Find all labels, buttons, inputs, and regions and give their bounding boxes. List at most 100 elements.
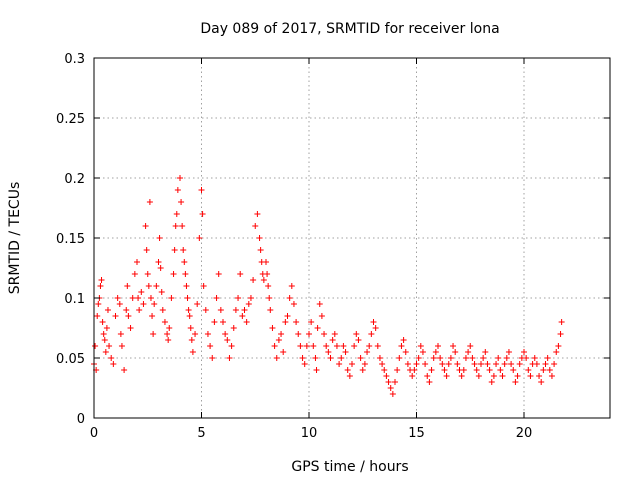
x-axis-label: GPS time / hours: [291, 459, 408, 475]
data-point: [189, 349, 196, 355]
data-point: [220, 319, 226, 325]
data-point: [245, 301, 252, 307]
data-point: [368, 331, 375, 337]
data-point: [497, 367, 504, 373]
data-point: [257, 247, 264, 253]
data-point: [186, 313, 193, 319]
data-point: [237, 271, 244, 277]
data-point: [465, 349, 472, 355]
data-point: [140, 301, 147, 307]
data-point: [387, 385, 394, 391]
data-point: [117, 331, 124, 337]
data-point: [333, 343, 340, 349]
data-point: [202, 307, 209, 313]
data-point: [158, 289, 165, 295]
data-point: [521, 349, 527, 355]
data-point: [265, 283, 272, 289]
data-point: [92, 343, 99, 349]
data-point: [110, 361, 117, 367]
data-point: [241, 307, 248, 313]
data-point: [313, 367, 320, 373]
data-point: [273, 355, 280, 361]
data-point: [282, 319, 289, 325]
data-point: [329, 337, 336, 343]
data-point: [153, 283, 160, 289]
data-point: [100, 331, 107, 337]
data-point: [129, 295, 136, 301]
data-point: [381, 367, 388, 373]
data-point: [293, 319, 300, 325]
data-point: [200, 283, 207, 289]
data-point: [149, 313, 156, 319]
data-point: [183, 283, 190, 289]
data-point: [379, 361, 386, 367]
data-point: [473, 367, 480, 373]
data-point: [486, 367, 493, 373]
data-point: [168, 295, 175, 301]
data-point: [435, 343, 441, 349]
data-point: [540, 367, 547, 373]
data-point: [447, 355, 454, 361]
data-point: [428, 367, 435, 373]
data-point: [146, 199, 153, 205]
data-point: [165, 337, 172, 343]
data-point: [217, 307, 224, 313]
data-point: [204, 331, 211, 337]
data-point: [254, 211, 261, 217]
data-point: [385, 379, 392, 385]
data-point: [290, 301, 297, 307]
data-point: [432, 349, 439, 355]
data-point: [321, 331, 328, 337]
data-point: [180, 247, 187, 253]
data-point: [361, 361, 368, 367]
data-point: [178, 199, 185, 205]
data-point: [199, 211, 206, 217]
data-point: [106, 343, 113, 349]
data-point: [222, 331, 229, 337]
data-point: [143, 247, 150, 253]
data-point: [224, 337, 231, 343]
data-point: [182, 271, 189, 277]
data-point: [155, 259, 162, 265]
data-point: [318, 313, 325, 319]
data-point: [426, 379, 433, 385]
data-point: [213, 295, 220, 301]
data-point: [136, 307, 143, 313]
data-point: [252, 223, 259, 229]
data-point: [116, 301, 123, 307]
data-point: [404, 361, 411, 367]
data-point: [499, 373, 506, 379]
data-point: [553, 349, 560, 355]
data-point: [144, 271, 151, 277]
data-point: [469, 355, 476, 361]
data-point: [355, 337, 362, 343]
data-point: [398, 343, 405, 349]
data-point: [308, 319, 315, 325]
data-point: [170, 271, 177, 277]
data-point: [135, 295, 142, 301]
data-point: [510, 367, 517, 373]
x-tick-label: 15: [408, 426, 425, 441]
x-tick-label: 0: [90, 426, 98, 441]
data-point: [430, 355, 437, 361]
data-point: [194, 301, 201, 307]
data-point: [366, 343, 373, 349]
data-point: [336, 361, 343, 367]
data-points: [91, 175, 565, 397]
data-point: [312, 355, 319, 361]
data-point: [174, 187, 181, 193]
data-point: [147, 295, 154, 301]
data-point: [525, 367, 532, 373]
data-point: [488, 379, 495, 385]
data-point: [151, 301, 158, 307]
data-point: [342, 349, 349, 355]
data-point: [187, 325, 194, 331]
data-point: [437, 355, 444, 361]
data-point: [458, 373, 465, 379]
y-tick-label: 0.2: [64, 172, 85, 187]
data-point: [134, 259, 140, 265]
data-point: [303, 343, 310, 349]
data-point: [413, 361, 420, 367]
data-point: [124, 283, 131, 289]
y-axis-label: SRMTID / TECUs: [7, 182, 23, 295]
